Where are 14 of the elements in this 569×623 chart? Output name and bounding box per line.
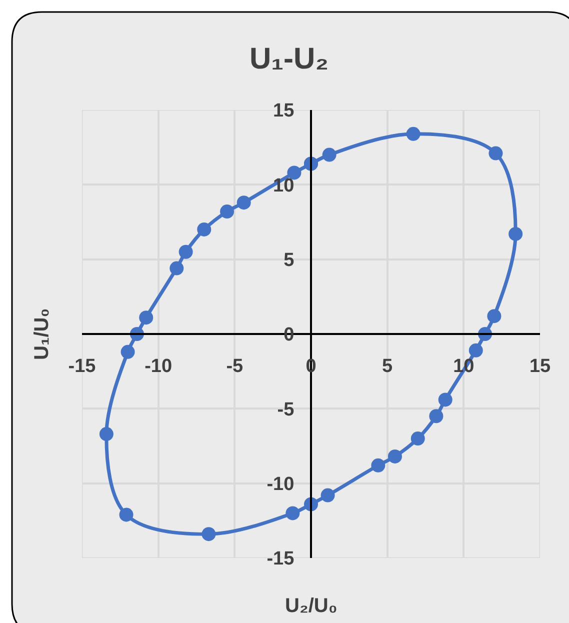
y-tick-label: -10 — [266, 474, 294, 495]
y-tick-label: -5 — [277, 399, 295, 420]
x-axis-title: U₂/U₀ — [285, 595, 338, 617]
x-tick-label: -15 — [68, 356, 96, 377]
y-axis-title: U₁/U₀ — [31, 308, 53, 360]
x-tick-label: -10 — [144, 356, 172, 377]
x-tick-label: -5 — [226, 356, 244, 377]
y-tick-label: 10 — [273, 175, 294, 196]
y-tick-label: 5 — [284, 250, 295, 271]
y-tick-label: 15 — [273, 100, 295, 122]
x-tick-label: 5 — [382, 356, 394, 377]
x-tick-label: 15 — [529, 356, 551, 377]
chart-title: U₁-U₂ — [249, 42, 329, 76]
y-tick-label: -15 — [266, 548, 295, 570]
